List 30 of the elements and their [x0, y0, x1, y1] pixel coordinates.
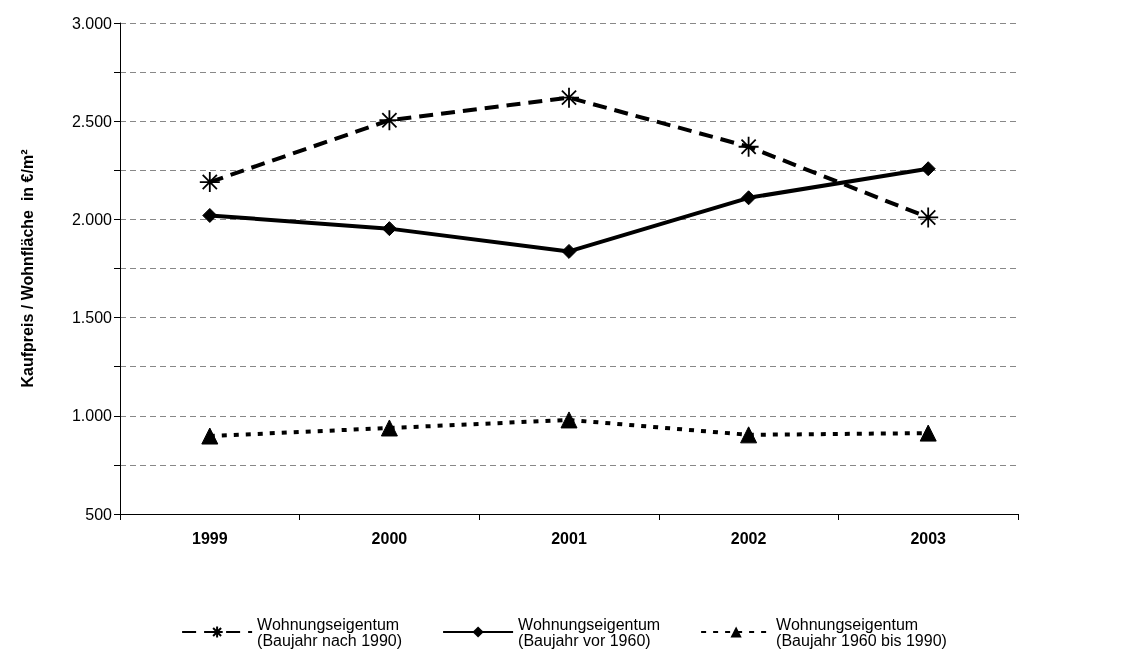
y-axis-title: Kaufpreis / Wohnfläche in €/m² — [18, 149, 36, 388]
y-tick-label: 1.000 — [71, 407, 113, 425]
point — [560, 411, 578, 429]
y-tick-label: 1.500 — [71, 309, 113, 327]
point — [558, 86, 580, 109]
point — [737, 135, 760, 158]
point — [378, 109, 401, 132]
legend-label: Wohnungseigentum (Baujahr 1960 bis 1990) — [776, 615, 947, 649]
x-tick-label: 2000 — [371, 529, 408, 547]
point — [917, 206, 940, 229]
point — [202, 207, 218, 223]
point — [740, 426, 758, 444]
point — [741, 190, 757, 206]
legend-label: Wohnungseigentum (Baujahr vor 1960) — [518, 615, 661, 649]
x-tick-label: 2001 — [551, 529, 587, 547]
x-tick-label: 2003 — [910, 529, 947, 547]
y-tick-label: 500 — [85, 505, 113, 523]
y-tick-label: 2.500 — [71, 112, 113, 130]
point — [561, 243, 577, 259]
x-tick-label: 1999 — [192, 529, 228, 547]
point — [380, 419, 398, 437]
point — [198, 171, 221, 193]
point — [201, 427, 219, 445]
x-tick-label: 2002 — [730, 529, 767, 547]
y-tick-label: 3.000 — [71, 14, 113, 32]
point — [381, 221, 397, 237]
legend-label: Wohnungseigentum (Baujahr nach 1990) — [257, 615, 403, 649]
point — [919, 424, 937, 442]
point — [920, 161, 936, 177]
y-tick-label: 2.000 — [71, 210, 113, 228]
